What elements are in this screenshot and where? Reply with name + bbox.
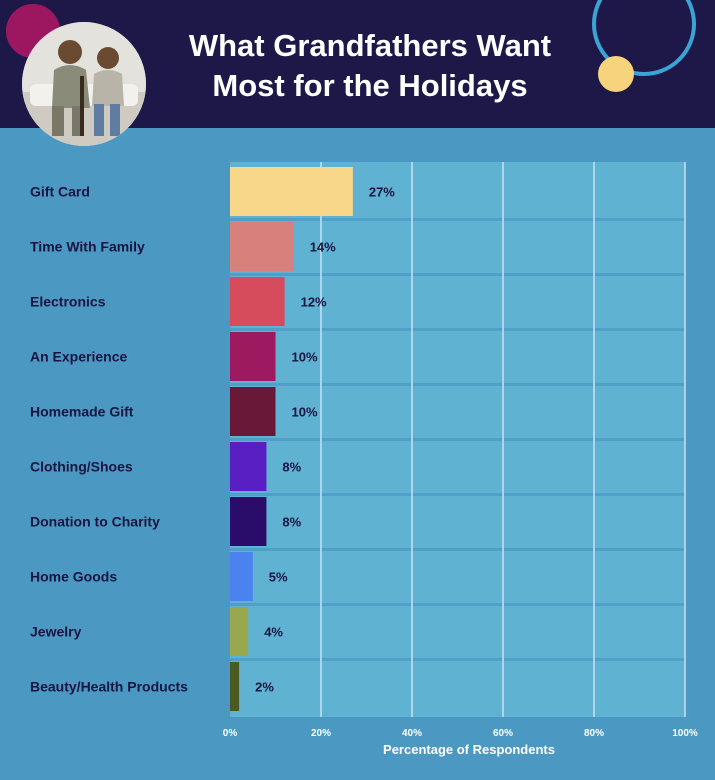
row-separator (230, 438, 685, 441)
row-separator (230, 383, 685, 386)
bar (230, 662, 240, 711)
x-tick-label: 60% (493, 728, 513, 739)
value-label: 12% (301, 295, 327, 310)
category-label: Beauty/Health Products (30, 679, 188, 695)
row-separator (230, 493, 685, 496)
x-axis-title: Percentage of Respondents (383, 742, 555, 757)
x-tick-label: 20% (311, 728, 331, 739)
value-label: 8% (282, 515, 301, 530)
bar (230, 167, 353, 216)
row-separator (230, 218, 685, 221)
value-label: 27% (369, 185, 395, 200)
x-tick-label: 80% (584, 728, 604, 739)
row-separator (230, 658, 685, 661)
value-label: 4% (264, 625, 283, 640)
value-label: 10% (292, 350, 318, 365)
category-label: An Experience (30, 349, 127, 365)
value-label: 14% (310, 240, 336, 255)
row-separator (230, 548, 685, 551)
category-label: Clothing/Shoes (30, 459, 133, 475)
page-title: What Grandfathers Want Most for the Holi… (140, 26, 600, 106)
bar (230, 277, 285, 326)
x-tick-label: 40% (402, 728, 422, 739)
value-label: 5% (269, 570, 288, 585)
category-label: Homemade Gift (30, 404, 134, 420)
bar (230, 332, 276, 381)
bar (230, 552, 253, 601)
category-label: Home Goods (30, 569, 117, 585)
decorative-ring (592, 0, 696, 76)
category-label: Donation to Charity (30, 514, 160, 530)
x-tick-label: 0% (223, 728, 238, 739)
header-banner: What Grandfathers Want Most for the Holi… (0, 0, 715, 128)
bar (230, 497, 267, 546)
title-line-2: Most for the Holidays (212, 68, 528, 103)
row-separator (230, 603, 685, 606)
bar (230, 222, 294, 271)
category-label: Gift Card (30, 184, 90, 200)
value-label: 8% (282, 460, 301, 475)
category-label: Electronics (30, 294, 106, 310)
value-label: 2% (255, 680, 274, 695)
row-separator (230, 328, 685, 331)
category-label: Jewelry (30, 624, 82, 640)
row-separator (230, 273, 685, 276)
bar (230, 442, 267, 491)
category-label: Time With Family (30, 239, 145, 255)
decorative-yellow-circle (598, 56, 634, 92)
title-line-1: What Grandfathers Want (188, 28, 552, 63)
bar (230, 607, 249, 656)
x-tick-label: 100% (672, 728, 698, 739)
bar (230, 387, 276, 436)
value-label: 10% (292, 405, 318, 420)
header-divider (0, 128, 715, 140)
